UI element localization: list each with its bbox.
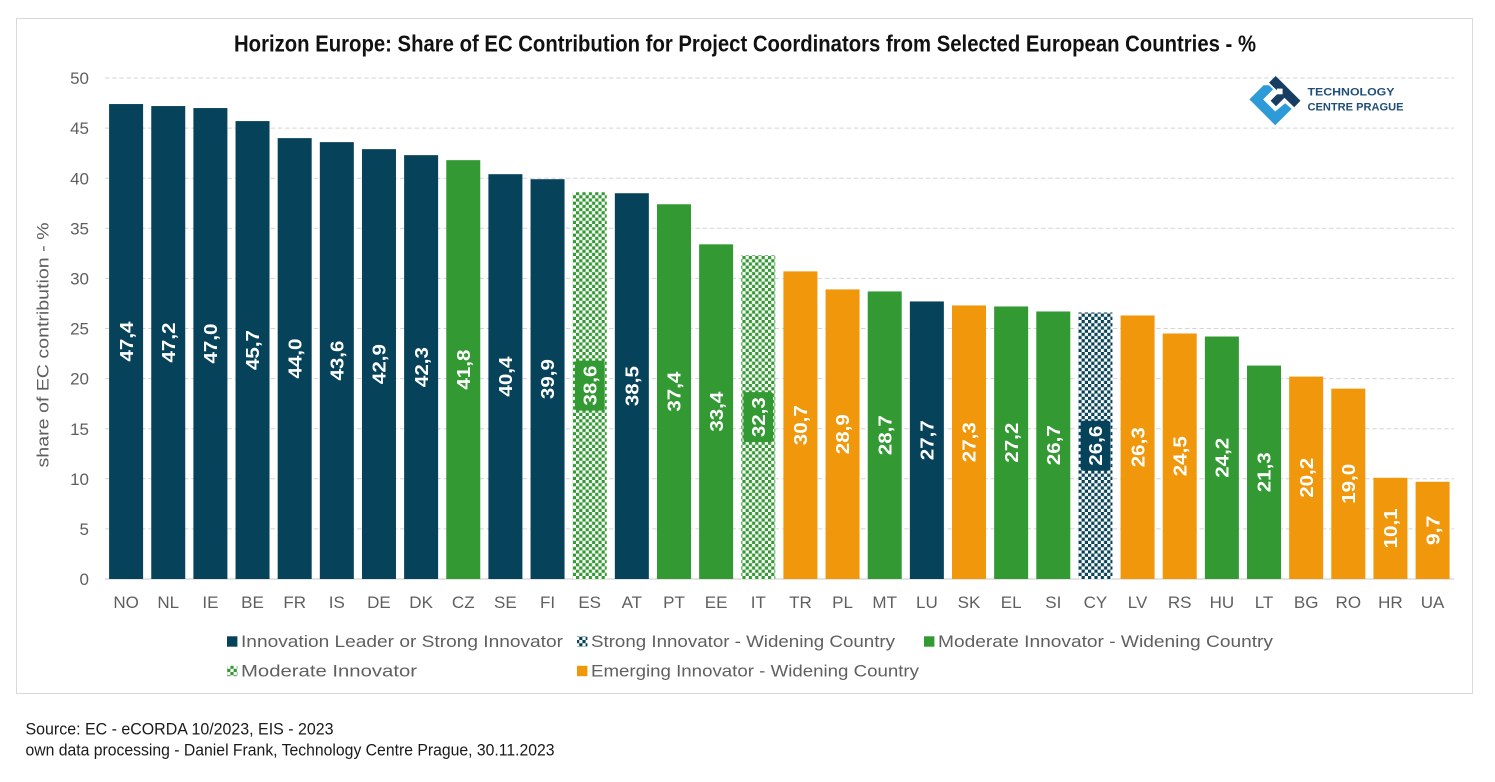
svg-text:28,9: 28,9 (832, 414, 853, 454)
svg-text:RO: RO (1336, 593, 1362, 612)
svg-text:24,5: 24,5 (1169, 436, 1190, 476)
svg-text:50: 50 (70, 69, 89, 88)
svg-text:26,6: 26,6 (1085, 426, 1106, 466)
svg-text:24,2: 24,2 (1212, 438, 1233, 478)
svg-text:33,4: 33,4 (706, 391, 727, 432)
svg-text:HR: HR (1378, 593, 1403, 612)
svg-text:AT: AT (622, 593, 642, 612)
svg-text:own data processing - Daniel F: own data processing - Daniel Frank, Tech… (26, 741, 555, 760)
svg-text:IS: IS (329, 593, 345, 612)
svg-text:Strong Innovator - Widening Co: Strong Innovator - Widening Country (591, 632, 896, 651)
svg-text:SE: SE (494, 593, 517, 612)
svg-text:PL: PL (832, 593, 853, 612)
svg-text:15: 15 (70, 420, 89, 439)
svg-text:EL: EL (1001, 593, 1022, 612)
svg-text:20: 20 (70, 370, 89, 389)
svg-text:39,9: 39,9 (537, 359, 558, 399)
svg-text:0: 0 (80, 570, 89, 589)
svg-text:20,2: 20,2 (1296, 458, 1317, 498)
svg-text:TR: TR (789, 593, 812, 612)
svg-text:NO: NO (113, 593, 139, 612)
svg-text:MT: MT (872, 593, 897, 612)
svg-text:TECHNOLOGY: TECHNOLOGY (1308, 87, 1396, 99)
svg-text:HU: HU (1210, 593, 1235, 612)
svg-text:5: 5 (80, 520, 89, 539)
svg-text:share of EC contribution - %: share of EC contribution - % (34, 223, 53, 468)
svg-text:32,3: 32,3 (748, 397, 769, 437)
svg-text:27,7: 27,7 (917, 420, 938, 460)
svg-text:9,7: 9,7 (1422, 516, 1443, 546)
svg-text:LV: LV (1128, 593, 1148, 612)
svg-text:DE: DE (367, 593, 391, 612)
svg-text:19,0: 19,0 (1338, 464, 1359, 504)
svg-text:SI: SI (1045, 593, 1061, 612)
svg-text:42,9: 42,9 (369, 344, 390, 384)
svg-text:LU: LU (916, 593, 938, 612)
svg-text:Emerging Innovator - Widening: Emerging Innovator - Widening Country (591, 662, 920, 681)
svg-text:37,4: 37,4 (664, 371, 685, 412)
svg-text:FI: FI (540, 593, 555, 612)
svg-text:41,8: 41,8 (453, 350, 474, 390)
svg-text:IT: IT (751, 593, 766, 612)
svg-text:47,2: 47,2 (158, 323, 179, 363)
svg-text:27,2: 27,2 (1001, 423, 1022, 463)
svg-text:Source: EC - eCORDA 10/2023, E: Source: EC - eCORDA 10/2023, EIS - 2023 (26, 720, 334, 739)
svg-text:45,7: 45,7 (242, 330, 263, 370)
svg-text:CENTRE PRAGUE: CENTRE PRAGUE (1308, 101, 1404, 113)
svg-text:CZ: CZ (452, 593, 475, 612)
svg-text:LT: LT (1255, 593, 1274, 612)
svg-text:FR: FR (283, 593, 306, 612)
svg-text:EE: EE (705, 593, 728, 612)
svg-text:25: 25 (70, 320, 89, 339)
svg-text:SK: SK (958, 593, 981, 612)
svg-text:Moderate Innovator - Widening: Moderate Innovator - Widening Country (938, 632, 1274, 651)
svg-text:21,3: 21,3 (1254, 452, 1275, 492)
svg-text:DK: DK (409, 593, 433, 612)
svg-text:47,4: 47,4 (116, 321, 137, 362)
svg-text:CY: CY (1084, 593, 1108, 612)
svg-text:42,3: 42,3 (411, 347, 432, 387)
svg-text:UA: UA (1421, 593, 1445, 612)
svg-text:BE: BE (241, 593, 264, 612)
svg-text:ES: ES (578, 593, 601, 612)
svg-text:44,0: 44,0 (284, 339, 305, 379)
svg-text:IE: IE (202, 593, 218, 612)
svg-text:10,1: 10,1 (1380, 508, 1401, 548)
svg-text:BG: BG (1294, 593, 1319, 612)
svg-text:NL: NL (157, 593, 179, 612)
svg-text:47,0: 47,0 (200, 324, 221, 364)
svg-text:26,7: 26,7 (1043, 425, 1064, 465)
svg-text:43,6: 43,6 (326, 341, 347, 381)
svg-text:30,7: 30,7 (790, 405, 811, 445)
svg-text:26,3: 26,3 (1127, 427, 1148, 467)
svg-text:10: 10 (70, 470, 89, 489)
svg-text:40,4: 40,4 (495, 356, 516, 397)
svg-text:45: 45 (70, 119, 89, 138)
svg-text:38,5: 38,5 (622, 366, 643, 406)
svg-text:Moderate Innovator: Moderate Innovator (241, 662, 417, 681)
svg-text:Innovation Leader or Strong In: Innovation Leader or Strong Innovator (241, 632, 563, 651)
svg-text:40: 40 (70, 169, 89, 188)
svg-text:PT: PT (663, 593, 685, 612)
svg-text:27,3: 27,3 (959, 422, 980, 462)
svg-text:35: 35 (70, 219, 89, 238)
svg-text:28,7: 28,7 (874, 415, 895, 455)
svg-text:30: 30 (70, 270, 89, 289)
svg-text:RS: RS (1168, 593, 1192, 612)
svg-text:Horizon Europe: Share of EC Co: Horizon Europe: Share of EC Contribution… (234, 30, 1256, 56)
svg-text:38,6: 38,6 (579, 366, 600, 406)
